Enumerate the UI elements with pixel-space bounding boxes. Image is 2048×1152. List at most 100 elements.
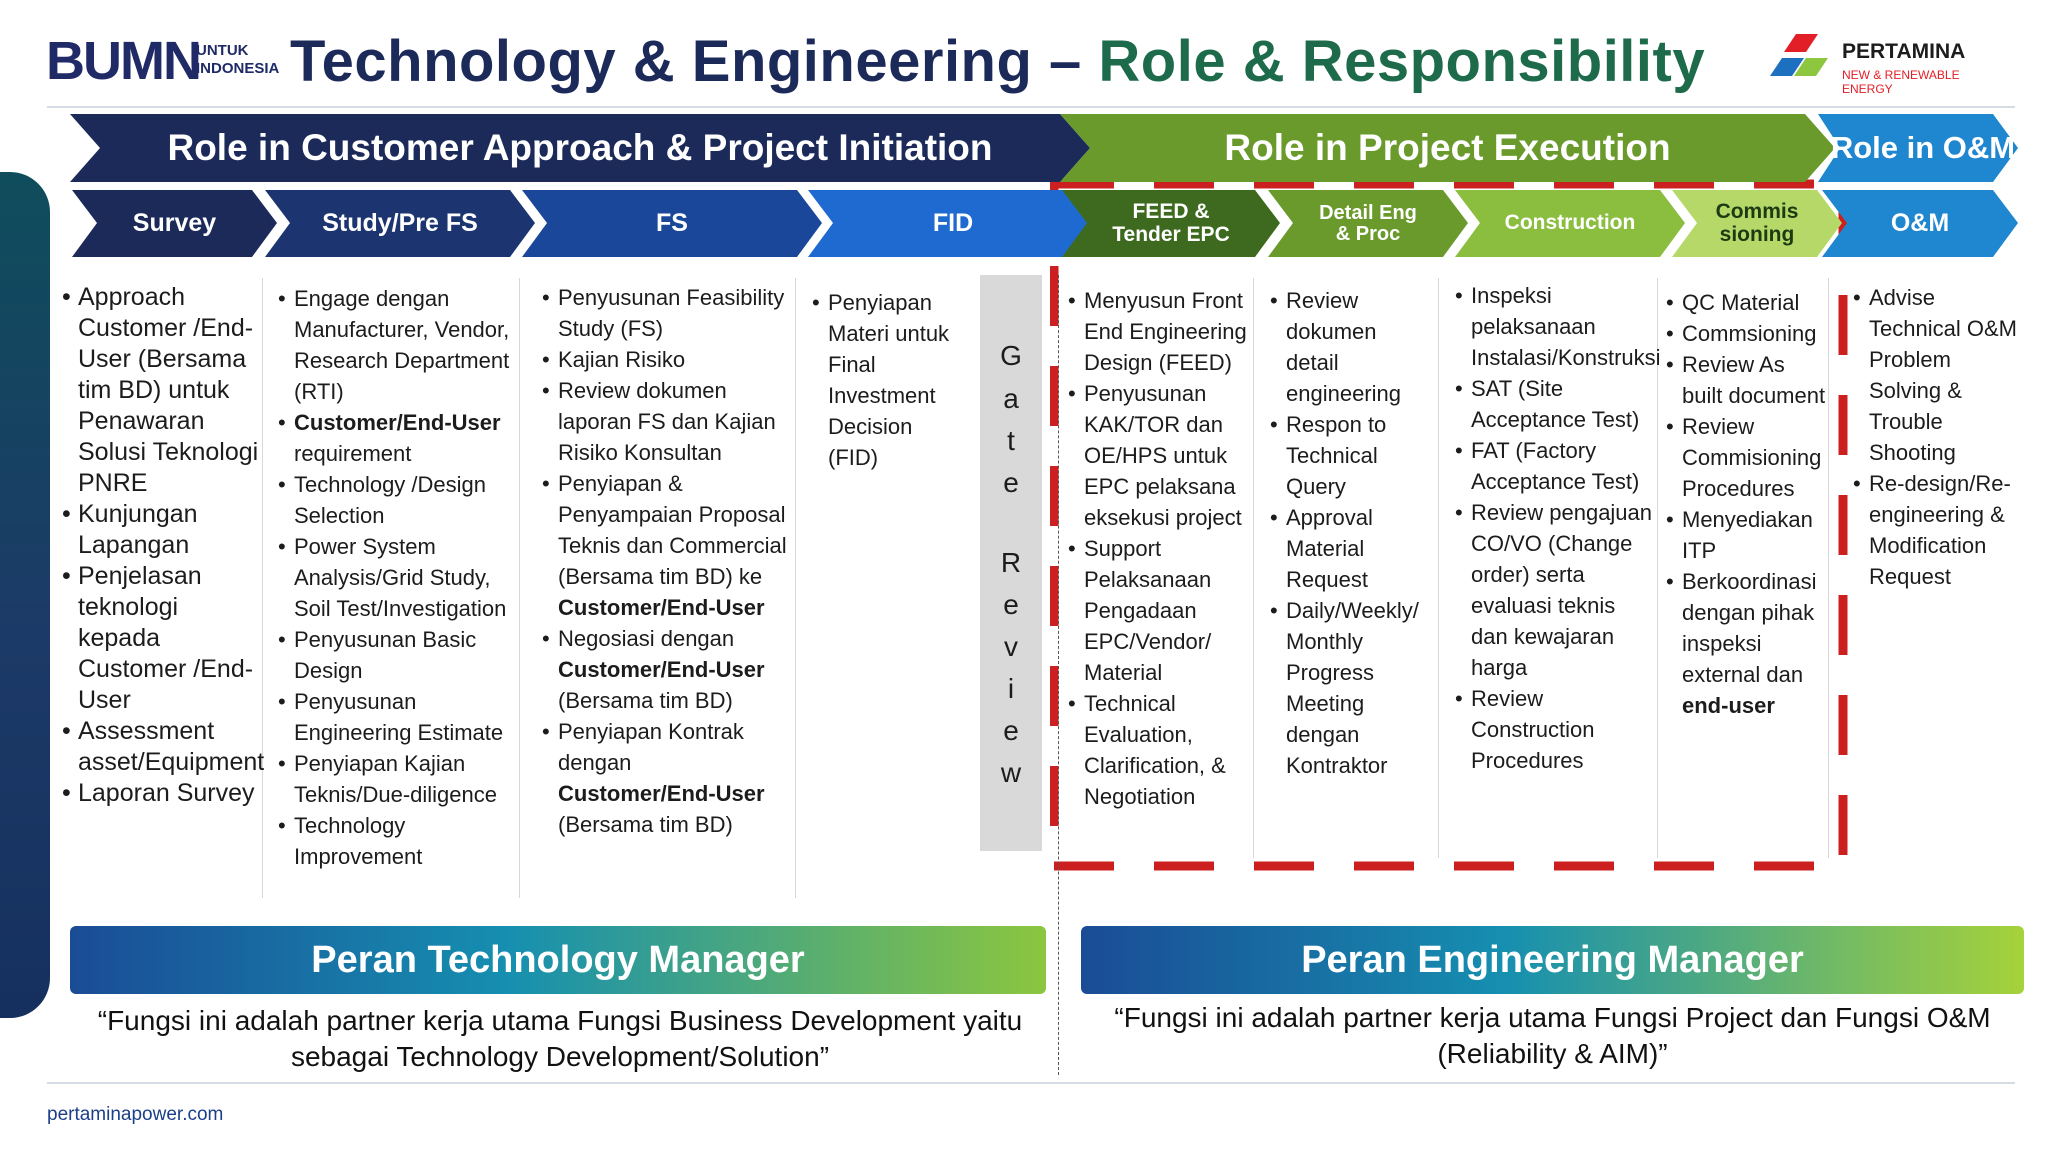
gate-review-letter: a bbox=[1003, 383, 1019, 414]
stage-study-label: Study/Pre FS bbox=[322, 209, 478, 238]
tech-manager-label: Peran Technology Manager bbox=[311, 938, 805, 981]
bumn-logo: BUMN UNTUK INDONESIA bbox=[46, 32, 286, 94]
column-separator bbox=[1657, 278, 1658, 858]
list-item: SAT (Site Acceptance Test) bbox=[1455, 373, 1655, 435]
stage-commissioning: Commis sioning bbox=[1672, 190, 1842, 257]
column-separator bbox=[795, 278, 796, 898]
execution-highlight-frame bbox=[1050, 179, 1848, 871]
list-item: Penyusunan Engineering Estimate bbox=[278, 686, 513, 748]
column-separator bbox=[1253, 278, 1254, 858]
commissioning-column: QC Material Commsioning Review As built … bbox=[1666, 287, 1826, 721]
eng-manager-bar: Peran Engineering Manager bbox=[1081, 926, 2024, 994]
detail-eng-column: Review dokumen detail engineering Respon… bbox=[1270, 285, 1434, 781]
gate-review-letter: G bbox=[1000, 340, 1022, 371]
eng-manager-quote: “Fungsi ini adalah partner kerja utama F… bbox=[1114, 1002, 1991, 1069]
gate-review-letter: w bbox=[1000, 757, 1022, 788]
list-item: Power System Analysis/Grid Study, Soil T… bbox=[278, 531, 513, 624]
list-item: Support Pelaksanaan Pengadaan EPC/Vendor… bbox=[1068, 533, 1252, 688]
list-item: Review dokumen detail engineering bbox=[1270, 285, 1434, 409]
list-item: Penyiapan Materi untuk Final Investment … bbox=[812, 287, 962, 473]
list-item: Review Commisioning Procedures bbox=[1666, 411, 1826, 504]
phase-banner-om: Role in O&M bbox=[1818, 114, 2018, 182]
list-item: Review dokumen laporan FS dan Kajian Ris… bbox=[542, 375, 792, 468]
gate-review-letter: i bbox=[1007, 673, 1015, 704]
column-separator bbox=[262, 278, 263, 898]
list-item: Penyusunan KAK/TOR dan OE/HPS untuk EPC … bbox=[1068, 378, 1252, 533]
stage-commis-label-1: Commis bbox=[1715, 200, 1799, 224]
bumn-line2: INDONESIA bbox=[196, 60, 280, 77]
phase-om-label: Role in O&M bbox=[1830, 129, 2016, 165]
construction-column: Inspeksi pelaksanaan Instalasi/Konstruks… bbox=[1455, 280, 1661, 776]
list-item: Assessment asset/Equipment bbox=[62, 716, 264, 778]
page-title-part2: Role & Responsibility bbox=[1098, 29, 1706, 94]
om-column: Advise Technical O&M Problem Solving & T… bbox=[1853, 282, 2023, 592]
study-column: Engage dengan Manufacturer, Vendor, Rese… bbox=[278, 283, 513, 872]
list-item: Penjelasan teknologi kepada Customer /En… bbox=[62, 561, 262, 716]
list-item: Penyiapan Kontrak dengan Customer/End-Us… bbox=[542, 716, 792, 840]
stage-detail-eng: Detail Eng & Proc bbox=[1268, 190, 1468, 257]
list-item: Re-design/Re-engineering & Modification … bbox=[1853, 468, 2023, 592]
list-item: Technical Evaluation, Clarification, & N… bbox=[1068, 688, 1252, 812]
list-item: FAT (Factory Acceptance Test) bbox=[1455, 435, 1655, 497]
stage-fs: FS bbox=[522, 190, 822, 257]
pertamina-mark-icon bbox=[1770, 34, 1828, 76]
list-item: Penyiapan & Penyampaian Proposal Teknis … bbox=[542, 468, 792, 623]
tech-manager-bar: Peran Technology Manager bbox=[70, 926, 1046, 994]
stage-om-label: O&M bbox=[1890, 209, 1950, 238]
list-item: Menyediakan ITP bbox=[1666, 504, 1826, 566]
list-item: Penyusunan Basic Design bbox=[278, 624, 513, 686]
list-item: Advise Technical O&M Problem Solving & T… bbox=[1853, 282, 2023, 468]
phase-execution-label: Role in Project Execution bbox=[1224, 126, 1671, 168]
feed-column: Menyusun Front End Engineering Design (F… bbox=[1068, 285, 1252, 812]
list-item: Laporan Survey bbox=[62, 778, 262, 809]
pertamina-logo: PERTAMINA NEW & RENEWABLE ENERGY bbox=[1770, 24, 2010, 96]
list-item: Kunjungan Lapangan bbox=[62, 499, 262, 561]
eng-manager-label: Peran Engineering Manager bbox=[1301, 938, 1804, 981]
list-item: Penyusunan Feasibility Study (FS) bbox=[542, 282, 792, 344]
list-item: Review pengajuan CO/VO (Change order) se… bbox=[1455, 497, 1655, 683]
stage-feed-label-1: FEED & bbox=[1132, 200, 1210, 224]
stage-detail-label-2: & Proc bbox=[1335, 222, 1401, 245]
list-item: Kajian Risiko bbox=[542, 344, 792, 375]
gate-review-letter: t bbox=[1007, 425, 1015, 456]
list-item: Daily/Weekly/ Monthly Progress Meeting d… bbox=[1270, 595, 1434, 781]
bumn-line1: UNTUK bbox=[196, 42, 249, 59]
stage-feed: FEED & Tender EPC bbox=[1062, 190, 1280, 257]
phase-banner-execution: Role in Project Execution bbox=[1060, 114, 1835, 182]
gate-review-letter: v bbox=[1004, 631, 1018, 662]
tech-manager-quote: “Fungsi ini adalah partner kerja utama F… bbox=[97, 1005, 1023, 1072]
stage-fid-label: FID bbox=[932, 209, 974, 238]
phase-initiation-label: Role in Customer Approach & Project Init… bbox=[167, 126, 993, 168]
list-item: Review Construction Procedures bbox=[1455, 683, 1655, 776]
stage-fid: FID bbox=[808, 190, 1098, 257]
list-item: Inspeksi pelaksanaan Instalasi/Konstruks… bbox=[1455, 280, 1661, 373]
column-separator bbox=[519, 278, 520, 898]
footer-divider bbox=[47, 1082, 2015, 1084]
list-item: Approval Material Request bbox=[1270, 502, 1434, 595]
pertamina-tagline: NEW & RENEWABLE ENERGY bbox=[1842, 68, 1960, 96]
list-item: Review As built document bbox=[1666, 349, 1826, 411]
list-item: Technology /Design Selection bbox=[278, 469, 513, 531]
list-item: Customer/End-User requirement bbox=[278, 407, 513, 469]
stage-feed-label-2: Tender EPC bbox=[1112, 222, 1230, 246]
tech-eng-divider bbox=[1058, 275, 1059, 1075]
list-item: Respon to Technical Query bbox=[1270, 409, 1434, 502]
pertamina-name: PERTAMINA bbox=[1842, 40, 1966, 63]
stage-survey-label: Survey bbox=[132, 209, 217, 238]
phase-banner-initiation: Role in Customer Approach & Project Init… bbox=[70, 114, 1090, 182]
fs-column: Penyusunan Feasibility Study (FS) Kajian… bbox=[542, 282, 792, 840]
stage-study: Study/Pre FS bbox=[265, 190, 535, 257]
header-divider bbox=[47, 106, 2015, 108]
list-item: Technology Improvement bbox=[278, 810, 513, 872]
stage-survey: Survey bbox=[72, 190, 277, 257]
stage-fs-label: FS bbox=[656, 209, 688, 238]
footer-url[interactable]: pertaminapower.com bbox=[47, 1104, 224, 1125]
fid-column: Penyiapan Materi untuk Final Investment … bbox=[812, 287, 962, 473]
column-separator bbox=[1828, 278, 1829, 858]
gate-review-letter: e bbox=[1003, 589, 1019, 620]
stage-om: O&M bbox=[1822, 190, 2018, 257]
left-decorative-tab bbox=[0, 172, 50, 1018]
stage-construction: Construction bbox=[1455, 190, 1685, 257]
